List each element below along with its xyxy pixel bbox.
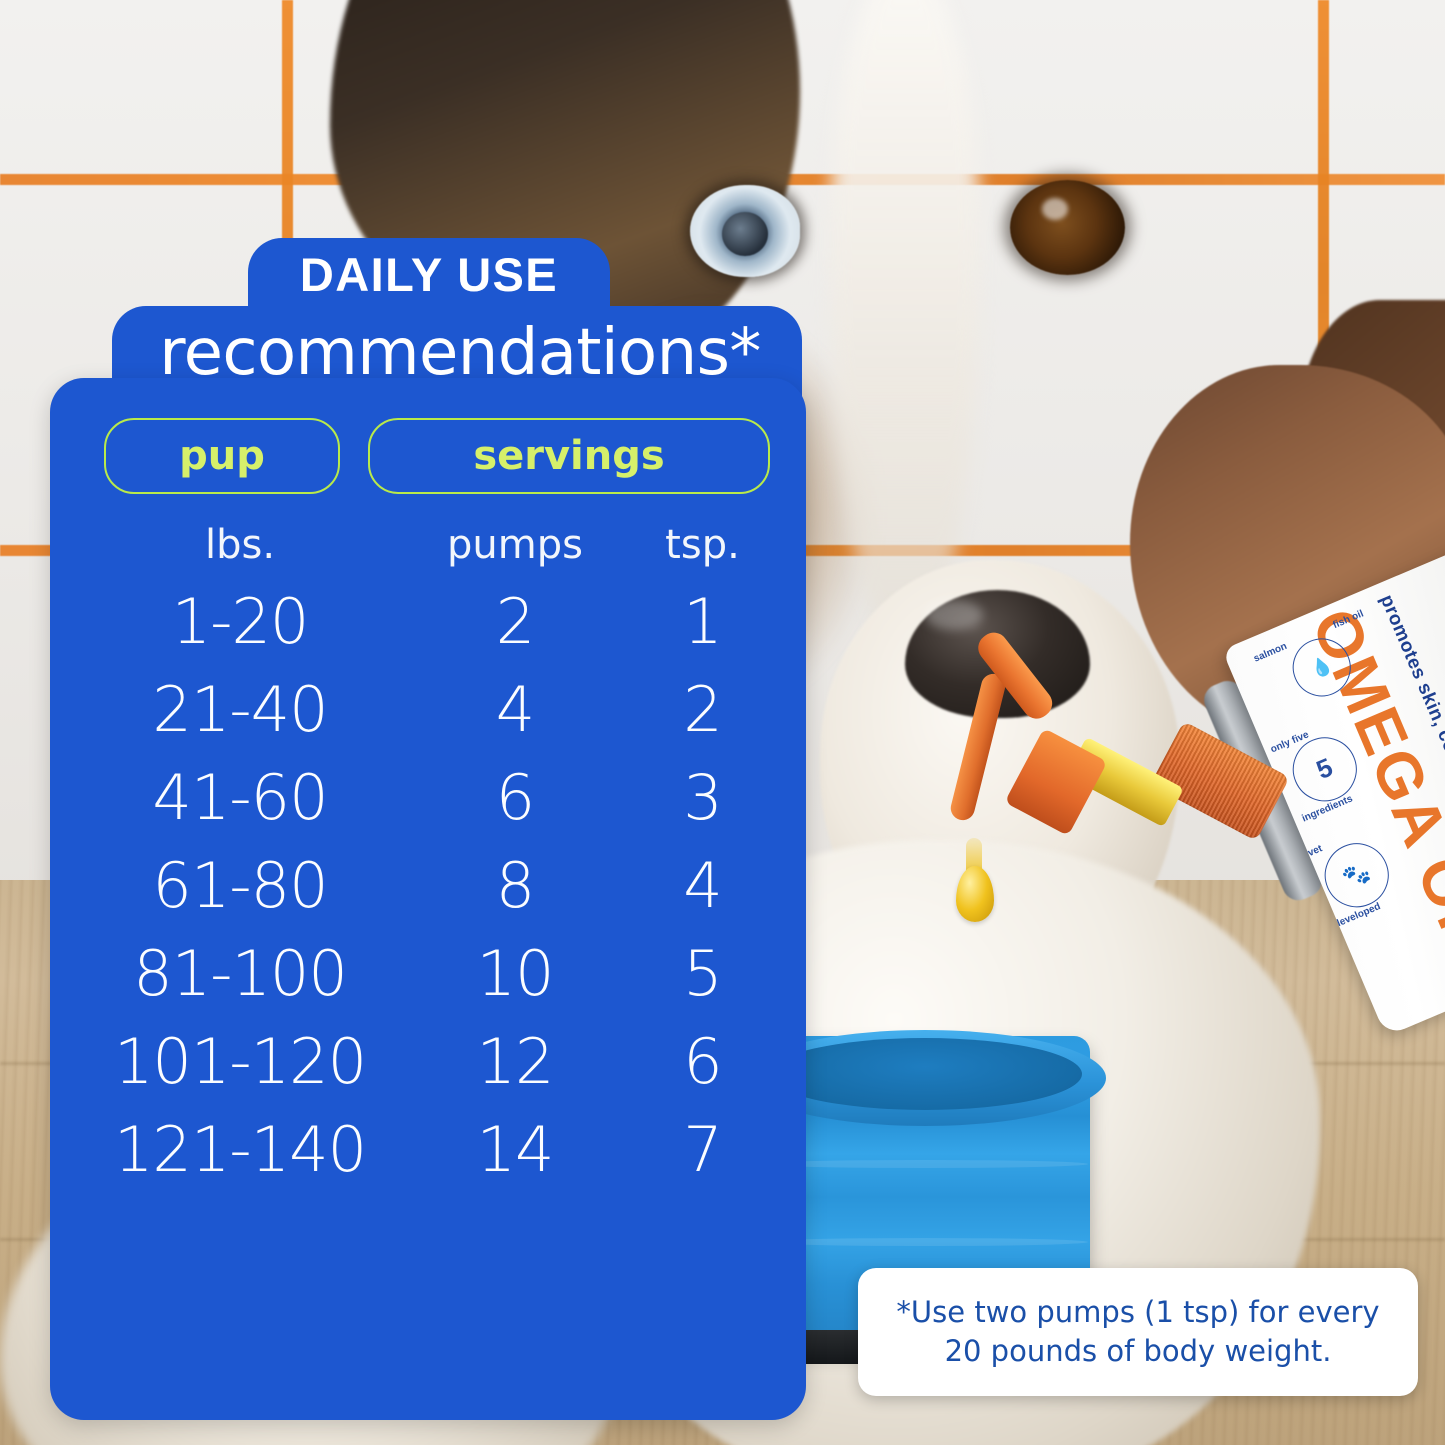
bowl-rib <box>762 1160 1088 1168</box>
cell-lbs: 81-100 <box>133 937 348 1011</box>
cell-lbs: 61-80 <box>152 849 328 923</box>
cell-pumps: 8 <box>495 849 535 923</box>
badge-vet-top-label: vet <box>1306 843 1325 859</box>
table-row: 41-60 6 3 <box>60 754 800 842</box>
dog-eye-blue-pupil <box>722 212 768 256</box>
cell-tsp: 6 <box>683 1025 722 1099</box>
cell-lbs: 121-140 <box>113 1113 367 1187</box>
cell-tsp: 7 <box>683 1113 722 1187</box>
cell-lbs: 1-20 <box>171 585 310 658</box>
column-header-pumps: pumps <box>447 522 583 568</box>
cell-pumps: 2 <box>495 585 535 658</box>
grout-line-vertical <box>1318 0 1329 560</box>
column-header-lbs: lbs. <box>204 522 276 568</box>
cell-tsp: 2 <box>683 673 722 747</box>
cell-lbs: 21-40 <box>152 673 328 747</box>
cell-pumps: 14 <box>476 1113 555 1187</box>
footnote-text: *Use two pumps (1 tsp) for every 20 poun… <box>896 1295 1380 1368</box>
table-row: 81-100 10 5 <box>60 930 800 1018</box>
oil-drop <box>956 866 994 922</box>
table-row: 121-140 14 7 <box>60 1106 800 1194</box>
dog-eye-highlight <box>1042 198 1068 220</box>
dog-nose-highlight <box>925 600 983 630</box>
table-row: 101-120 12 6 <box>60 1018 800 1106</box>
bowl-interior <box>768 1038 1082 1110</box>
panel-title-line1: DAILY USE <box>299 248 559 301</box>
cell-tsp: 3 <box>683 761 722 835</box>
dosing-table: lbs. pumps tsp. 1-20 2 1 21-40 4 2 41-60… <box>60 520 800 1194</box>
table-row: 61-80 8 4 <box>60 842 800 930</box>
cell-tsp: 1 <box>683 585 722 658</box>
table-body: 1-20 2 1 21-40 4 2 41-60 6 3 61-80 8 <box>60 578 800 1194</box>
cell-pumps: 6 <box>495 761 535 835</box>
footnote-card: *Use two pumps (1 tsp) for every 20 poun… <box>858 1268 1418 1396</box>
cell-pumps: 10 <box>476 937 555 1011</box>
pill-servings[interactable]: servings <box>368 418 770 494</box>
pill-pup[interactable]: pup <box>104 418 340 494</box>
cell-pumps: 12 <box>476 1025 555 1099</box>
cell-tsp: 4 <box>683 849 722 923</box>
bowl-rib <box>762 1238 1088 1246</box>
panel-title-line2: recommendations* <box>159 316 761 390</box>
dog-eye-brown <box>1010 180 1125 275</box>
cell-lbs: 101-120 <box>113 1025 367 1099</box>
dog-face-blaze <box>830 0 980 660</box>
badge-salmon-label: salmon <box>1252 640 1289 665</box>
column-header-tsp: tsp. <box>665 522 740 568</box>
table-header-row: lbs. pumps tsp. <box>60 520 800 578</box>
table-row: 1-20 2 1 <box>60 578 800 666</box>
table-row: 21-40 4 2 <box>60 666 800 754</box>
cell-lbs: 41-60 <box>152 761 328 835</box>
cell-pumps: 4 <box>495 673 535 747</box>
cell-tsp: 5 <box>683 937 722 1011</box>
